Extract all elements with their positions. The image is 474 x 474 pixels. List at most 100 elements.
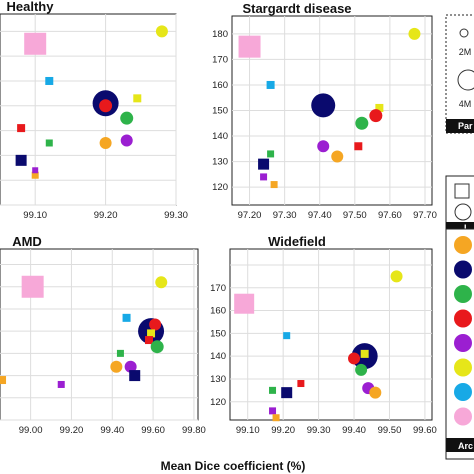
legend-architecture-marker [454, 383, 472, 401]
data-point-square [267, 150, 275, 158]
data-point-circle [99, 99, 113, 113]
data-point-square [272, 414, 280, 422]
y-tick-label: 150 [210, 328, 226, 339]
panel-title-amd: AMD [12, 234, 42, 249]
panel-widefield: 99.10 99.20 99.30 99.40 99.50 99.60 120 130 140 1… [210, 248, 437, 436]
data-point-square [269, 386, 277, 394]
data-point-square [45, 76, 54, 85]
data-point-circle [99, 136, 112, 149]
x-tick-label: 97.40 [308, 210, 332, 221]
legend-architecture-marker [454, 334, 472, 352]
data-point-circle [355, 363, 368, 376]
data-point-circle [150, 340, 164, 354]
panel-title-widefield: Widefield [268, 234, 326, 249]
data-point-square [269, 407, 277, 415]
x-tick-label: 99.80 [182, 425, 206, 436]
data-point-circle [390, 270, 403, 283]
data-point-square [283, 332, 291, 340]
legend-architecture-header-text: Arc [458, 441, 473, 451]
legend-architecture-marker [454, 285, 472, 303]
legend-shape-square-marker [454, 183, 470, 199]
data-point-square [116, 349, 124, 357]
data-point-square [133, 94, 142, 103]
x-tick-label: 99.20 [94, 210, 118, 221]
x-tick-label: 99.60 [413, 425, 437, 436]
data-point-square [297, 380, 305, 388]
data-point-circle [331, 150, 344, 163]
data-point-square [375, 103, 384, 112]
legend-architecture-marker [454, 236, 472, 254]
x-tick-label: 99.50 [378, 425, 402, 436]
data-point-circle [355, 116, 369, 130]
panel-healthy: 99.10 99.20 99.30 [0, 13, 188, 221]
x-tick-label: 99.30 [164, 210, 188, 221]
y-tick-label: 140 [212, 131, 228, 142]
panel-title-stargardt: Stargardt disease [242, 1, 351, 16]
legend-parameters-header-text: Par [458, 121, 473, 131]
plot-frame [229, 248, 433, 421]
y-tick-label: 160 [210, 306, 226, 317]
y-tick-label: 120 [212, 182, 228, 193]
plot-frame [0, 248, 199, 421]
legend-size-small-label: 2M [459, 47, 472, 57]
x-tick-label: 99.20 [60, 425, 84, 436]
data-point-square [45, 139, 53, 147]
data-point-square [0, 376, 7, 385]
legend-parameters-header [446, 119, 474, 133]
y-tick-label: 160 [212, 80, 228, 91]
x-tick-label: 99.00 [19, 425, 43, 436]
data-point-circle [155, 25, 168, 38]
data-point-square [31, 171, 39, 179]
data-point-circle [120, 134, 133, 147]
x-tick-label: 99.10 [236, 425, 260, 436]
x-tick-label: 97.20 [238, 210, 262, 221]
data-point-square [281, 387, 293, 399]
x-tick-label: 97.30 [273, 210, 297, 221]
legend-layers-header-text: L [464, 223, 470, 233]
data-point-square [270, 181, 278, 189]
legend-shape-circle-marker [454, 203, 472, 221]
legend-size-large-marker [457, 69, 474, 91]
data-point-circle [348, 352, 361, 365]
x-tick-label: 99.20 [271, 425, 295, 436]
data-point-circle [149, 318, 162, 331]
data-point-square [145, 336, 154, 345]
data-point-square [122, 313, 131, 322]
data-point-circle [369, 109, 383, 123]
legend-size-small-marker [459, 28, 469, 38]
data-point-circle [311, 93, 336, 118]
x-tick-label: 99.60 [141, 425, 165, 436]
data-point-square [21, 275, 44, 298]
y-tick-label: 130 [210, 374, 226, 385]
x-tick-label: 99.30 [307, 425, 331, 436]
legend-architecture: Arc [445, 228, 474, 460]
y-tick-label: 130 [212, 157, 228, 168]
data-point-square [17, 124, 26, 133]
data-point-circle [124, 360, 137, 373]
panel-title-healthy: Healthy [7, 0, 55, 14]
x-tick-label: 97.50 [343, 210, 367, 221]
data-point-square [354, 142, 363, 151]
data-point-circle [369, 386, 382, 399]
panel-stargardt: 97.20 97.30 97.40 97.50 97.60 97.70 120 130 140 1… [212, 15, 437, 221]
y-tick-label: 120 [210, 397, 226, 408]
x-axis-label: Mean Dice coefficient (%) [161, 459, 306, 473]
legend-size-large-label: 4M [459, 99, 472, 109]
panel-amd: 99.00 99.20 99.40 99.60 99.80 [0, 248, 206, 436]
data-point-square [234, 293, 255, 314]
data-point-circle [120, 111, 134, 125]
data-point-square [129, 370, 141, 382]
data-point-square [24, 32, 47, 55]
data-point-square [238, 35, 261, 58]
y-tick-label: 170 [212, 54, 228, 65]
x-tick-label: 99.10 [23, 210, 47, 221]
legend-layers: L [445, 175, 474, 235]
x-tick-label: 99.40 [342, 425, 366, 436]
data-point-circle [408, 27, 421, 40]
x-tick-label: 97.60 [378, 210, 402, 221]
y-tick-label: 170 [210, 283, 226, 294]
data-point-circle [155, 276, 168, 289]
data-point-square [15, 154, 27, 166]
legend-parameters: 2M 4M Par [445, 14, 474, 134]
data-point-square [147, 329, 156, 338]
